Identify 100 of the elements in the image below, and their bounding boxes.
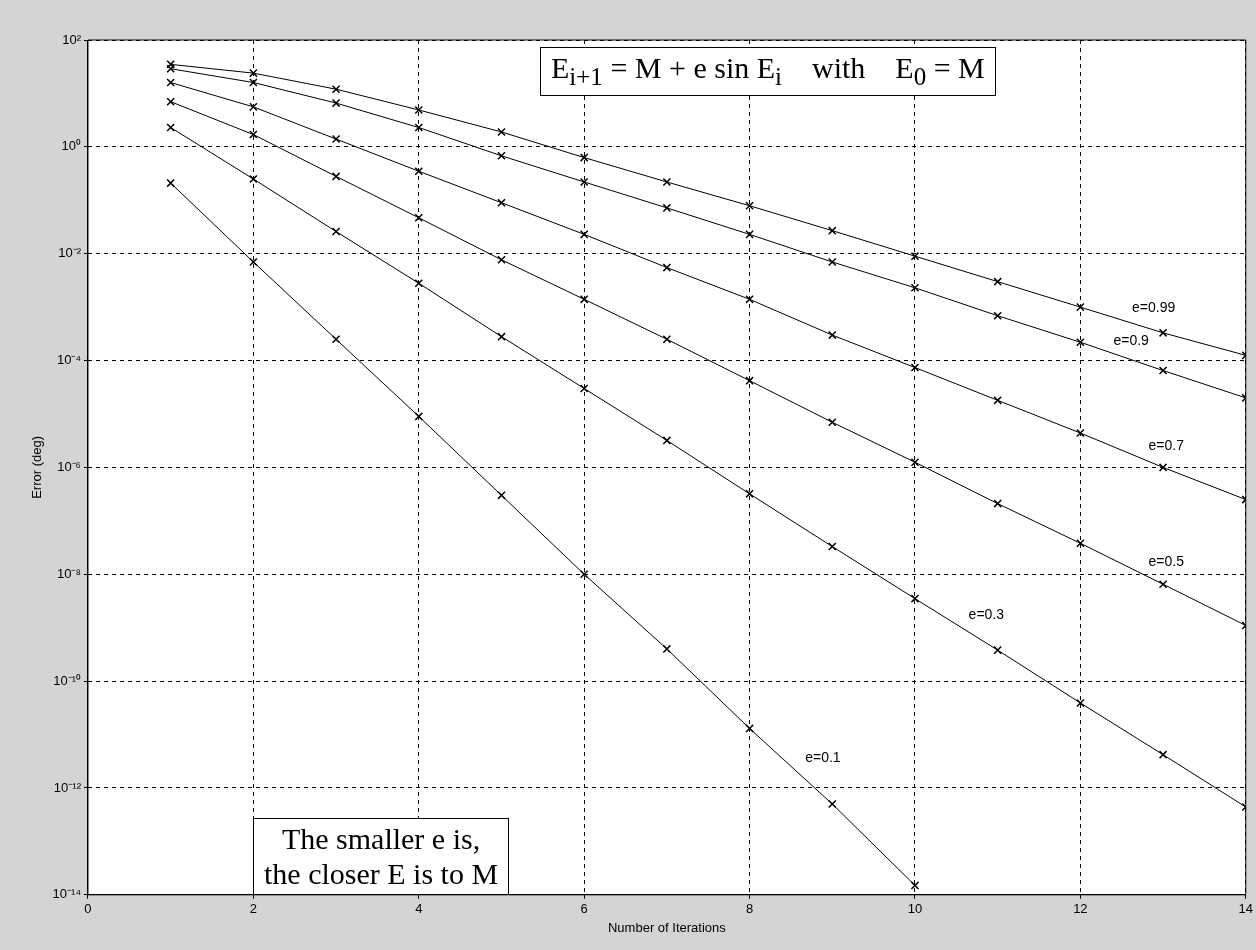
point — [745, 724, 754, 733]
y-axis-title: Error (deg) — [29, 435, 45, 499]
x-tick-label: 4 — [415, 901, 423, 917]
point — [1076, 428, 1085, 438]
point — [497, 127, 506, 137]
point — [166, 97, 175, 106]
point — [579, 177, 589, 187]
point — [827, 330, 837, 340]
point — [166, 123, 175, 132]
point — [497, 332, 506, 341]
point — [414, 105, 424, 115]
point — [579, 384, 589, 393]
point — [827, 542, 837, 551]
point — [166, 60, 175, 69]
point — [745, 230, 754, 239]
point — [331, 98, 341, 108]
point — [1076, 698, 1085, 708]
point — [579, 153, 589, 162]
x-tick-label: 2 — [249, 901, 257, 917]
point — [662, 263, 672, 272]
point — [1076, 302, 1085, 312]
y-tick-label: 10⁻¹⁴ — [52, 886, 81, 902]
series-label: e=0.99 — [1131, 299, 1176, 316]
y-tick-label: 10⁰ — [61, 138, 81, 154]
point — [166, 64, 175, 74]
series-label: e=0.3 — [968, 606, 1005, 623]
point — [166, 178, 175, 188]
point — [1158, 328, 1168, 338]
point — [910, 251, 920, 261]
point — [414, 412, 424, 421]
y-tick-label: 10⁻¹² — [53, 779, 82, 795]
x-tick-label: 14 — [1238, 901, 1253, 917]
point — [497, 151, 506, 161]
x-tick-label: 10 — [907, 901, 923, 917]
point — [993, 645, 1002, 655]
point — [662, 644, 672, 654]
point — [910, 594, 920, 603]
point — [414, 278, 424, 288]
point — [910, 457, 920, 467]
point — [910, 881, 920, 890]
annotation: The smaller e is, the closer E is to M — [253, 818, 510, 895]
point — [993, 396, 1002, 405]
x-axis-title: Number of Iterations — [607, 919, 727, 935]
y-tick-label: 10⁻² — [58, 245, 82, 261]
point — [745, 295, 754, 304]
series-label: e=0.1 — [805, 748, 841, 765]
x-tick-label: 12 — [1073, 901, 1088, 917]
point — [166, 78, 175, 87]
point — [331, 134, 341, 144]
point — [331, 227, 341, 236]
text: E$_{i+1}$ = M + e sin E$_{i}$ with E$_{0}$ = M — [551, 51, 985, 90]
series-label: e=0.5 — [1148, 552, 1185, 569]
point — [1158, 366, 1168, 375]
point — [993, 499, 1002, 508]
point — [1076, 538, 1085, 548]
point — [497, 198, 506, 208]
point — [662, 177, 672, 187]
point — [827, 417, 837, 427]
point — [579, 295, 589, 304]
point — [745, 489, 754, 499]
point — [249, 257, 258, 267]
point — [1158, 579, 1168, 589]
point — [331, 335, 341, 344]
y-tick-label: 10⁻⁶ — [57, 458, 81, 474]
point — [745, 201, 754, 211]
point — [910, 363, 920, 372]
y-tick-label: 10² — [62, 31, 82, 47]
point — [414, 166, 424, 176]
series-label: e=0.7 — [1148, 437, 1185, 454]
x-tick-label: 0 — [84, 901, 92, 917]
point — [414, 213, 424, 223]
point — [745, 376, 754, 385]
point — [993, 311, 1002, 321]
y-tick-label: 10⁻⁴ — [56, 352, 81, 368]
point — [331, 172, 341, 181]
point — [993, 277, 1002, 286]
point — [249, 102, 258, 112]
series-label: e=0.9 — [1113, 332, 1150, 349]
point — [579, 230, 589, 239]
point — [579, 569, 589, 579]
point — [662, 203, 672, 213]
y-tick-label: 10⁻¹⁰ — [53, 672, 81, 688]
point — [1076, 337, 1085, 347]
point — [497, 255, 506, 265]
point — [910, 283, 920, 293]
point — [414, 123, 424, 132]
point — [662, 335, 672, 344]
point — [827, 799, 837, 809]
point — [827, 226, 837, 235]
point — [249, 130, 258, 139]
x-tick-label: 6 — [580, 901, 588, 917]
point — [497, 491, 506, 500]
point — [249, 174, 258, 184]
y-tick-label: 10⁻⁸ — [57, 565, 81, 581]
x-tick-label: 8 — [745, 901, 754, 917]
point — [331, 84, 341, 94]
point — [662, 436, 672, 445]
point — [1158, 463, 1168, 472]
point — [1158, 750, 1168, 759]
point — [827, 257, 837, 267]
